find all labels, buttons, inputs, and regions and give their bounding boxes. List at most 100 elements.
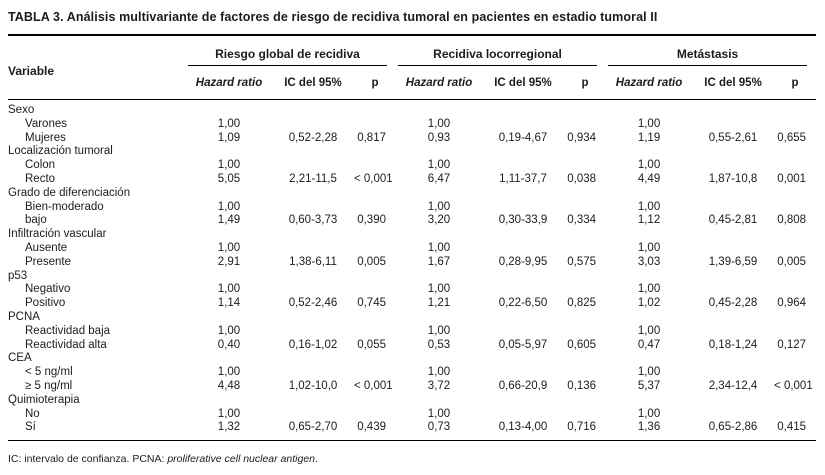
- ci-cell: 0,52-2,28: [288, 131, 338, 144]
- p-value-cell: 0,390: [357, 214, 386, 227]
- hazard-ratio-cell: 1,14: [217, 297, 241, 310]
- hazard-ratio-cell: 0,93: [427, 131, 451, 144]
- p-value-cell: [564, 311, 606, 325]
- ci-cell: 0,18-1,24: [708, 338, 758, 351]
- p-value-cell: [774, 366, 816, 380]
- ci-column-header: IC del 95%: [692, 69, 775, 100]
- table-row: Colon 1,00 1,00 1,00: [8, 159, 816, 173]
- ci-cell: [272, 394, 354, 408]
- hazard-ratio-cell: 0,40: [217, 338, 241, 351]
- p-value-cell: [564, 201, 606, 215]
- hazard-ratio-cell: [606, 187, 692, 201]
- variable-cell: Ausente: [25, 241, 68, 254]
- ci-cell: 0,19-4,67: [498, 131, 548, 144]
- hazard-ratio-cell: 3,03: [637, 255, 661, 268]
- hazard-ratio-cell: 1,00: [637, 159, 661, 172]
- ci-cell: 0,45-2,28: [708, 297, 758, 310]
- table-row: Bien-moderado 1,00 1,00 1,00: [8, 201, 816, 215]
- hazard-ratio-cell: [186, 394, 272, 408]
- table-row: Recto 5,05 2,21-11,5 < 0,001 6,47 1,11-3…: [8, 173, 816, 187]
- ci-cell: 0,28-9,95: [498, 255, 548, 268]
- p-column-header: p: [564, 69, 607, 100]
- ci-cell: [272, 408, 354, 422]
- table-row: p53: [8, 270, 816, 284]
- table-row: Infiltración vascular: [8, 228, 816, 242]
- table-row: Localización tumoral: [8, 145, 816, 159]
- p-value-cell: [354, 311, 396, 325]
- footnote-text: IC: intervalo de confianza. PCNA:: [8, 453, 168, 466]
- variable-cell: Presente: [25, 255, 72, 268]
- hazard-ratio-cell: [186, 228, 272, 242]
- p-value-cell: [774, 228, 816, 242]
- group-header-global-recurrence: Riesgo global de recidiva: [186, 35, 396, 69]
- p-value-cell: [354, 352, 396, 366]
- ci-cell: [692, 242, 774, 256]
- ci-cell: [482, 394, 564, 408]
- ci-cell: 0,13-4,00: [498, 421, 548, 434]
- p-value-cell: [774, 118, 816, 132]
- table-row: Ausente 1,00 1,00 1,00: [8, 242, 816, 256]
- variable-cell: PCNA: [8, 310, 40, 323]
- hazard-ratio-cell: 1,00: [637, 407, 661, 420]
- variable-cell: Infiltración vascular: [8, 228, 107, 241]
- hazard-ratio-cell: [606, 352, 692, 366]
- ci-cell: [482, 352, 564, 366]
- ci-cell: 0,66-20,9: [498, 379, 548, 392]
- ci-cell: [482, 242, 564, 256]
- hazard-ratio-cell: 1,00: [217, 407, 241, 420]
- p-value-cell: < 0,001: [354, 379, 393, 392]
- ci-cell: 0,55-2,61: [708, 131, 758, 144]
- p-value-cell: 0,055: [357, 338, 386, 351]
- variable-cell: Negativo: [25, 283, 71, 296]
- p-value-cell: [564, 270, 606, 284]
- ci-cell: 0,05-5,97: [498, 338, 548, 351]
- hazard-ratio-column-header: Hazard ratio: [186, 69, 272, 100]
- hazard-ratio-cell: 1,36: [637, 421, 661, 434]
- table-body: Sexo Varones 1,00 1,00 1,00 Mujeres 1,09…: [8, 100, 816, 441]
- ci-cell: [692, 325, 774, 339]
- hazard-ratio-column-header: Hazard ratio: [396, 69, 482, 100]
- footnote-period: .: [315, 453, 318, 466]
- table-row: CEA: [8, 352, 816, 366]
- hazard-ratio-cell: 1,19: [637, 131, 661, 144]
- p-value-cell: [564, 145, 606, 159]
- p-value-cell: 0,575: [567, 255, 597, 268]
- ci-cell: 0,60-3,73: [288, 214, 338, 227]
- ci-cell: [482, 270, 564, 284]
- hazard-ratio-cell: 1,00: [217, 159, 241, 172]
- p-column-header: p: [354, 69, 396, 100]
- p-value-cell: 0,001: [777, 172, 807, 185]
- ci-cell: [482, 366, 564, 380]
- variable-cell: ≥ 5 ng/ml: [25, 379, 73, 392]
- hazard-ratio-cell: 1,00: [427, 200, 451, 213]
- hazard-ratio-cell: 6,47: [427, 172, 451, 185]
- hazard-ratio-cell: [396, 394, 482, 408]
- ci-cell: 0,22-6,50: [498, 297, 548, 310]
- p-value-cell: [564, 118, 606, 132]
- hazard-ratio-cell: 3,72: [427, 379, 451, 392]
- hazard-ratio-cell: [186, 311, 272, 325]
- ci-cell: [272, 352, 354, 366]
- p-value-cell: [774, 201, 816, 215]
- hazard-ratio-cell: 1,09: [217, 131, 241, 144]
- p-value-cell: [774, 325, 816, 339]
- multivariate-analysis-table: Variable Riesgo global de recidiva Recid…: [8, 34, 817, 442]
- p-value-cell: [564, 352, 606, 366]
- hazard-ratio-cell: 0,53: [427, 338, 451, 351]
- hazard-ratio-cell: 1,00: [637, 366, 661, 379]
- hazard-ratio-cell: 1,00: [217, 283, 241, 296]
- ci-cell: 2,34-12,4: [708, 379, 758, 392]
- variable-cell: Mujeres: [25, 131, 66, 144]
- table-row: Reactividad alta 0,40 0,16-1,02 0,055 0,…: [8, 339, 816, 353]
- ci-cell: [482, 408, 564, 422]
- variable-cell: Reactividad alta: [25, 338, 107, 351]
- ci-cell: 1,38-6,11: [289, 255, 337, 268]
- hazard-ratio-cell: 1,00: [427, 117, 451, 130]
- p-value-cell: [564, 242, 606, 256]
- ci-cell: [272, 270, 354, 284]
- p-value-cell: 0,745: [357, 297, 386, 310]
- hazard-ratio-cell: [396, 352, 482, 366]
- hazard-ratio-cell: [186, 100, 272, 118]
- hazard-ratio-cell: [186, 270, 272, 284]
